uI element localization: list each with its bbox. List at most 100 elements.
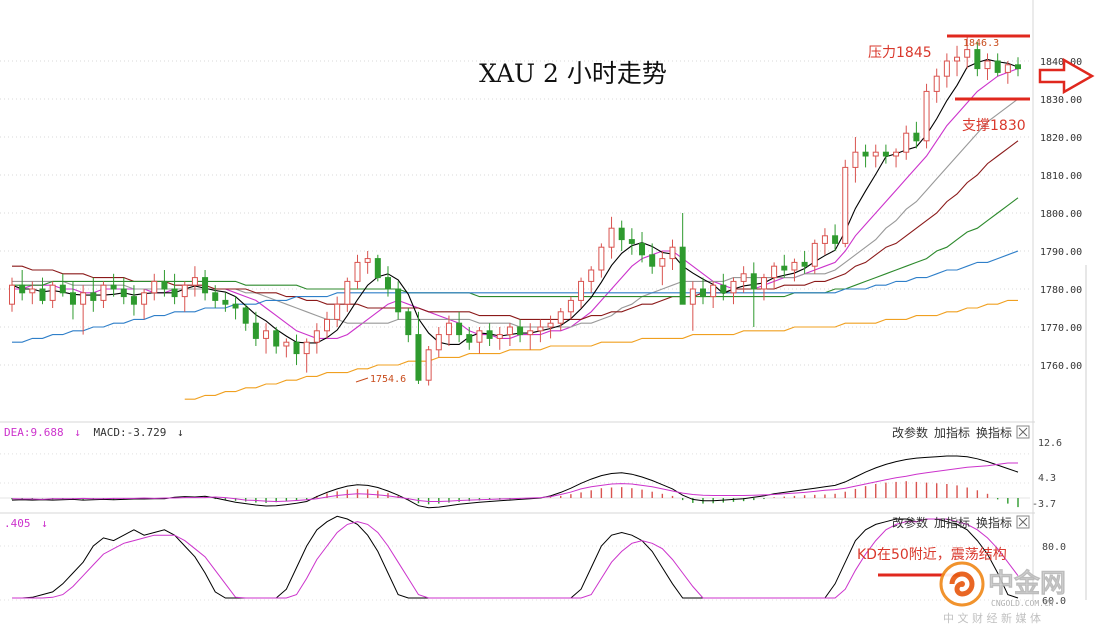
candle: [161, 270, 168, 297]
price-tick-label: 1840.00: [1040, 57, 1082, 68]
candle: [659, 251, 666, 286]
candle-body: [273, 330, 280, 347]
candle: [456, 311, 463, 343]
candle: [486, 323, 493, 346]
kd-add-indicator-button[interactable]: 加指标: [934, 515, 970, 530]
candle-body: [649, 254, 656, 267]
candle: [334, 296, 341, 327]
kd-value-arrow: ↓: [41, 517, 48, 530]
macd-change-params-button[interactable]: 改参数: [892, 425, 928, 440]
price-tick-label: 1830.00: [1040, 95, 1082, 106]
candle-body: [893, 151, 900, 157]
candle-body: [435, 334, 442, 351]
close-icon[interactable]: [1016, 515, 1030, 529]
candle-body: [100, 284, 107, 301]
candle-body: [466, 334, 473, 343]
macd-histogram: [11, 481, 1019, 508]
candle-body: [80, 292, 87, 305]
candle-body: [49, 284, 56, 301]
watermark-url: CNGOLD.COM.CN: [991, 599, 1054, 608]
candle: [750, 262, 757, 327]
candle-body: [913, 132, 920, 142]
candle-body: [964, 49, 971, 58]
candle: [598, 243, 605, 278]
candle: [252, 311, 259, 346]
candle-body: [39, 288, 46, 301]
candle-body: [344, 280, 351, 305]
candle: [110, 273, 117, 297]
candle: [293, 334, 300, 365]
close-icon[interactable]: [1016, 425, 1030, 439]
candle: [283, 338, 290, 358]
candle: [313, 323, 320, 354]
candle: [913, 121, 920, 149]
candle: [699, 277, 706, 305]
candle-body: [59, 284, 66, 294]
watermark-tagline: 中 文 财 经 新 媒 体: [943, 611, 1041, 625]
kd-switch-indicator-button[interactable]: 换指标: [976, 515, 1012, 530]
macd-label: MACD:-3.729: [93, 426, 166, 439]
candle: [964, 37, 971, 69]
candle-body: [151, 280, 158, 294]
candle-body: [202, 277, 209, 294]
candle: [191, 266, 198, 297]
candle: [222, 292, 229, 312]
macd-tick: 12.6: [1038, 438, 1062, 449]
resistance-annotation: 压力1845 1846.3: [868, 34, 1030, 61]
dif-line: [11, 455, 1019, 509]
candle-body: [598, 246, 605, 271]
candle: [374, 254, 381, 282]
price-tick-label: 1790.00: [1040, 247, 1082, 258]
candle-body: [832, 235, 839, 244]
ma60-line: [12, 197, 1019, 298]
candle-body: [130, 296, 137, 305]
macd-add-indicator-button[interactable]: 加指标: [934, 425, 970, 440]
candle-body: [547, 322, 554, 328]
candle-body: [171, 288, 178, 298]
candle: [801, 251, 808, 274]
candle: [69, 281, 76, 320]
candle-body: [730, 280, 737, 294]
price-tick-label: 1820.00: [1040, 133, 1082, 144]
candle-body: [9, 284, 15, 305]
candle: [29, 281, 36, 305]
candle-body: [405, 311, 412, 336]
dea-arrow: ↓: [74, 426, 81, 439]
candle-body: [994, 60, 1001, 73]
candle-body: [456, 322, 463, 336]
candle: [608, 216, 615, 259]
candle-body: [567, 299, 574, 313]
candle-body: [313, 330, 320, 343]
candle: [669, 239, 676, 270]
candle-body: [29, 288, 36, 294]
candle-body: [496, 334, 503, 339]
candle-body: [974, 49, 981, 70]
candle: [832, 224, 839, 251]
candle-body: [710, 284, 717, 298]
candle: [415, 311, 422, 384]
candle-body: [1004, 64, 1011, 73]
candle-body: [374, 258, 381, 279]
candle-body: [425, 349, 432, 381]
candle: [578, 277, 585, 308]
cngold-watermark: 中金网 CNGOLD.COM.CN 中 文 财 经 新 媒 体: [939, 561, 1066, 625]
kd-change-params-button[interactable]: 改参数: [892, 515, 928, 530]
candle: [80, 285, 87, 335]
macd-switch-indicator-button[interactable]: 换指标: [976, 425, 1012, 440]
candle-body: [232, 303, 239, 309]
candle: [466, 327, 473, 350]
candle: [811, 239, 818, 274]
ma20-line: [12, 98, 1019, 328]
candlestick-series: [9, 37, 1021, 386]
support-annotation: 支撑1830: [955, 97, 1030, 134]
candle-body: [293, 341, 300, 355]
candle-body: [90, 292, 97, 301]
panel-frame: [0, 0, 1087, 600]
candle-body: [120, 288, 127, 298]
candle-body: [811, 242, 818, 267]
candle: [882, 144, 889, 164]
candle: [151, 273, 158, 301]
candle-body: [110, 284, 117, 290]
candle-body: [791, 261, 798, 271]
candle-body: [821, 235, 828, 244]
